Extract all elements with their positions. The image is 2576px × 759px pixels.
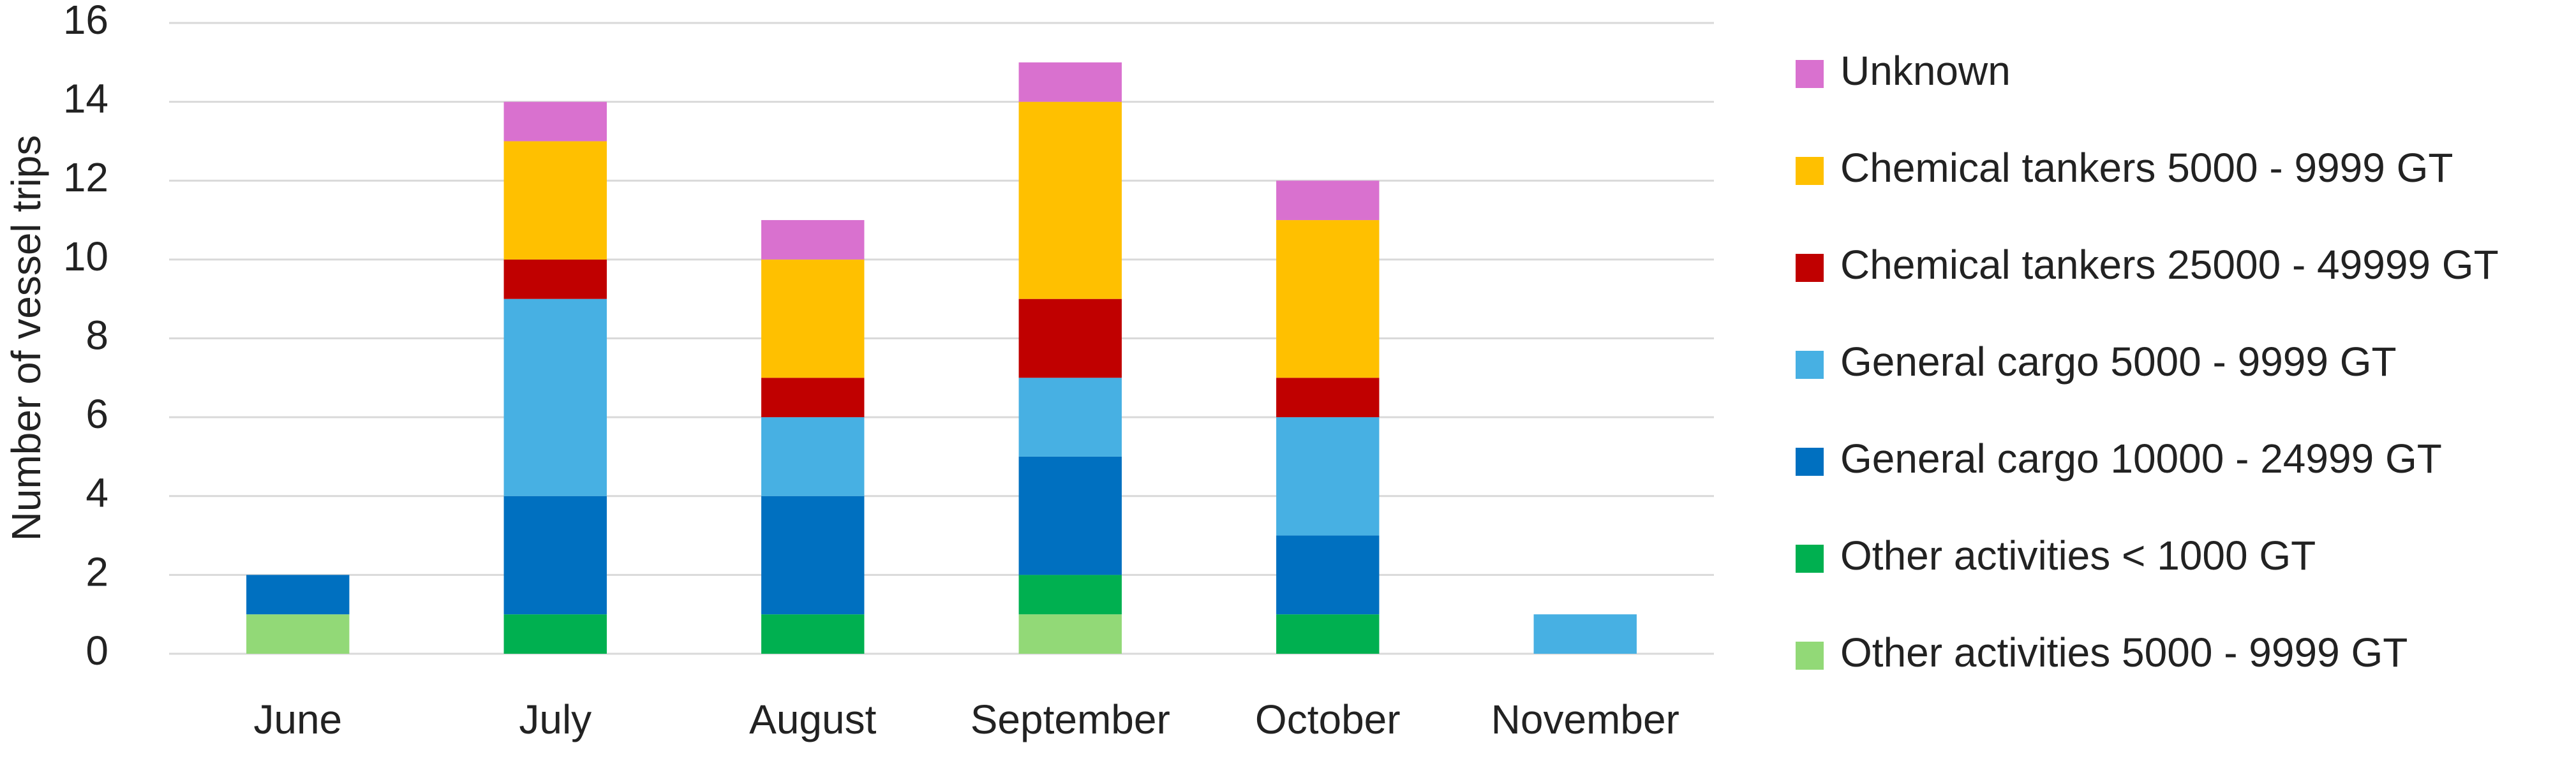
legend-swatch: [1796, 642, 1824, 670]
y-tick-label: 12: [63, 154, 108, 200]
legend-swatch: [1796, 60, 1824, 88]
x-tick-label: November: [1491, 696, 1679, 742]
bar-segment: [1276, 220, 1379, 378]
y-tick-label: 8: [86, 312, 108, 358]
bar-segment: [246, 575, 349, 614]
legend-label: Unknown: [1840, 48, 2011, 94]
legend-swatch: [1796, 448, 1824, 476]
bar-segment: [761, 220, 864, 260]
x-tick-label: August: [749, 696, 876, 742]
legend-label: Other activities < 1000 GT: [1840, 533, 2316, 578]
x-tick-label: July: [519, 696, 592, 742]
legend-swatch: [1796, 157, 1824, 185]
bar-segment: [504, 141, 607, 259]
bar-segment: [1276, 378, 1379, 417]
bar-segment: [504, 260, 607, 299]
bar-segment: [1019, 575, 1122, 614]
bar-segment: [1019, 378, 1122, 457]
y-tick-label: 10: [63, 233, 108, 279]
bar-segment: [1019, 299, 1122, 378]
y-tick-label: 14: [63, 76, 108, 122]
y-tick-label: 16: [63, 0, 108, 43]
bar-segment: [504, 614, 607, 654]
x-tick-label: October: [1255, 696, 1401, 742]
legend-label: General cargo 10000 - 24999 GT: [1840, 436, 2442, 482]
bar-segment: [246, 614, 349, 654]
bar-segment: [1276, 614, 1379, 654]
y-tick-label: 6: [86, 391, 108, 437]
legend-label: General cargo 5000 - 9999 GT: [1840, 339, 2397, 385]
bar-segment: [1019, 102, 1122, 299]
bar-segment: [504, 496, 607, 614]
bar-segment: [1019, 457, 1122, 575]
bar-segment: [504, 102, 607, 142]
chart: Number of vessel trips 0 2 4 6 8 10 12 14 16 June…: [0, 0, 2576, 759]
y-tick-label: 4: [86, 470, 108, 516]
bar-segment: [1534, 614, 1637, 654]
bar-segment: [1019, 614, 1122, 654]
bar-segment: [761, 417, 864, 496]
bar-segment: [504, 299, 607, 496]
y-tick-label: 2: [86, 549, 108, 594]
y-tick-label: 0: [86, 628, 108, 674]
bar-segment: [1276, 536, 1379, 615]
legend-label: Chemical tankers 5000 - 9999 GT: [1840, 145, 2453, 191]
x-tick-label: June: [253, 696, 342, 742]
legend-swatch: [1796, 545, 1824, 573]
legend-label: Chemical tankers 25000 - 49999 GT: [1840, 242, 2499, 288]
bar-segment: [1276, 181, 1379, 220]
x-tick-label: September: [971, 696, 1170, 742]
legend-swatch: [1796, 254, 1824, 282]
bar-segment: [1276, 417, 1379, 535]
legend-label: Other activities 5000 - 9999 GT: [1840, 630, 2408, 675]
bar-segment: [761, 260, 864, 378]
y-axis-title: Number of vessel trips: [3, 135, 49, 542]
bar-segment: [761, 496, 864, 614]
bar-segment: [761, 614, 864, 654]
bar-segment: [761, 378, 864, 417]
bar-segment: [1019, 63, 1122, 102]
legend-swatch: [1796, 351, 1824, 379]
